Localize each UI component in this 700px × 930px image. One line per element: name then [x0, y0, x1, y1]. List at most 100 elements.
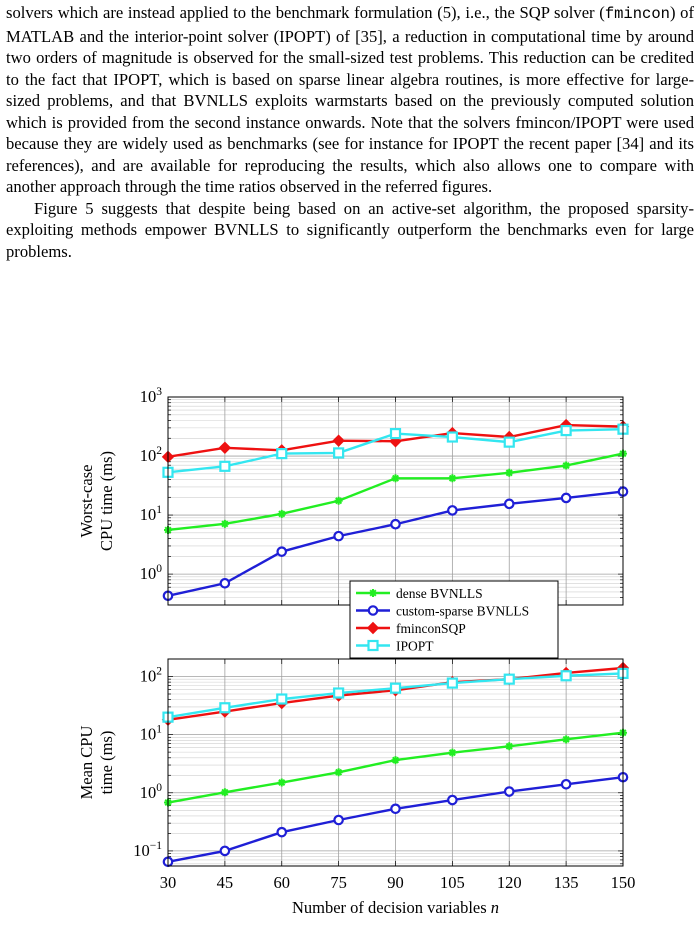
x-tick-label: 75	[330, 873, 347, 892]
data-point	[220, 519, 229, 528]
data-point	[505, 468, 514, 477]
y-tick-label-base: 10	[140, 387, 157, 406]
data-point	[562, 735, 571, 744]
data-point	[503, 498, 515, 510]
x-tick-label: 150	[611, 873, 636, 892]
data-point	[218, 441, 232, 454]
x-tick-label: 105	[440, 873, 465, 892]
y-tick-label-base: 10	[140, 667, 157, 686]
y-tick-label: 102	[140, 445, 163, 465]
y-tick-label: 101	[140, 504, 163, 524]
x-tick-label: 135	[554, 873, 579, 892]
y-axis-label: time (ms)	[97, 731, 116, 795]
legend-marker	[369, 589, 377, 597]
legend-entry: IPOPT	[356, 639, 434, 654]
y-tick-label: 10−1	[133, 840, 162, 860]
data-point	[333, 530, 344, 542]
data-point	[332, 434, 345, 447]
data-point	[220, 788, 229, 797]
y-tick-label-base: 10	[140, 783, 157, 802]
data-point	[560, 670, 572, 682]
data-point	[389, 682, 402, 694]
data-point	[334, 496, 343, 505]
y-tick-label-exponent: 3	[156, 386, 162, 398]
y-tick-label: 103	[140, 386, 163, 406]
legend: dense BVNLLS custom-sparse BVNLLS fminconS…	[349, 580, 559, 659]
y-tick-label-base: 10	[133, 841, 150, 860]
data-point	[276, 447, 288, 460]
x-tick-label: 30	[160, 873, 177, 892]
data-point	[503, 436, 515, 448]
legend-entry: custom-sparse BVNLLS	[356, 604, 529, 619]
y-tick-label-base: 10	[140, 505, 157, 524]
legend-entry: fminconSQP	[356, 621, 466, 636]
y-axis-label: CPU time (ms)	[97, 451, 116, 551]
data-point	[447, 505, 458, 516]
data-point	[219, 577, 231, 589]
data-point	[448, 748, 457, 757]
y-tick-label-base: 10	[140, 725, 157, 744]
legend-label: dense BVNLLS	[396, 586, 483, 601]
data-point	[560, 492, 572, 504]
y-axis-label: Worst-case	[77, 465, 96, 538]
y-tick-label-exponent: 1	[156, 724, 162, 736]
data-point	[390, 518, 401, 530]
data-point	[390, 803, 401, 815]
data-point	[562, 461, 571, 470]
y-tick-label-base: 10	[140, 446, 157, 465]
x-tick-label: 90	[387, 873, 404, 892]
legend-marker	[367, 605, 379, 616]
y-tick-label-base: 10	[140, 564, 157, 583]
data-point	[446, 677, 458, 689]
y-tick-label-exponent: 2	[156, 445, 162, 457]
y-tick-label-exponent: 2	[156, 666, 162, 678]
legend-marker	[367, 639, 379, 652]
data-point	[503, 786, 515, 797]
y-tick-label-exponent: 1	[156, 504, 162, 516]
y-tick-label: 102	[140, 666, 163, 686]
data-point	[219, 845, 231, 857]
figure-5: 100 101 102 103 Worst-case CPU time (ms) dense…	[0, 380, 700, 930]
data-point	[503, 673, 515, 685]
paragraph-1-part-a: solvers which are instead applied to the…	[6, 3, 605, 22]
x-tick-label: 45	[217, 873, 234, 892]
legend-label: IPOPT	[396, 639, 434, 654]
data-point	[448, 474, 457, 483]
data-point	[276, 546, 288, 557]
y-tick-label-exponent: 0	[156, 782, 162, 794]
y-tick-label-exponent: −1	[150, 840, 162, 852]
data-point	[333, 814, 344, 826]
data-point	[276, 693, 288, 705]
data-point	[334, 768, 343, 777]
data-point	[277, 778, 286, 787]
x-axis-label: Number of decision variables n	[292, 898, 499, 917]
data-point	[219, 460, 231, 472]
data-point	[277, 509, 286, 518]
body-text: solvers which are instead applied to the…	[6, 2, 694, 262]
x-axis-label-text: Number of decision variables	[292, 898, 491, 917]
x-axis-label-variable: n	[491, 898, 499, 917]
legend-label: fminconSQP	[396, 621, 466, 636]
data-point	[560, 778, 572, 790]
fmincon-code: fmincon	[604, 5, 670, 23]
data-point	[276, 826, 288, 838]
data-point	[446, 431, 458, 443]
paragraph-2: Figure 5 suggests that despite being bas…	[6, 198, 694, 261]
data-point	[505, 742, 514, 751]
data-point	[219, 702, 231, 714]
y-tick-label-exponent: 0	[156, 563, 162, 575]
data-point	[447, 794, 458, 806]
plot-frame	[167, 658, 624, 867]
y-tick-label: 100	[140, 782, 163, 802]
y-tick-label: 100	[140, 563, 163, 583]
legend-entry: dense BVNLLS	[356, 586, 483, 601]
x-tick-label: 120	[497, 873, 522, 892]
x-tick-label: 60	[274, 873, 291, 892]
legend-marker	[366, 621, 380, 635]
y-axis-label: Mean CPU	[77, 726, 96, 800]
data-point	[333, 447, 345, 459]
data-point	[389, 427, 402, 440]
data-point	[391, 756, 400, 765]
